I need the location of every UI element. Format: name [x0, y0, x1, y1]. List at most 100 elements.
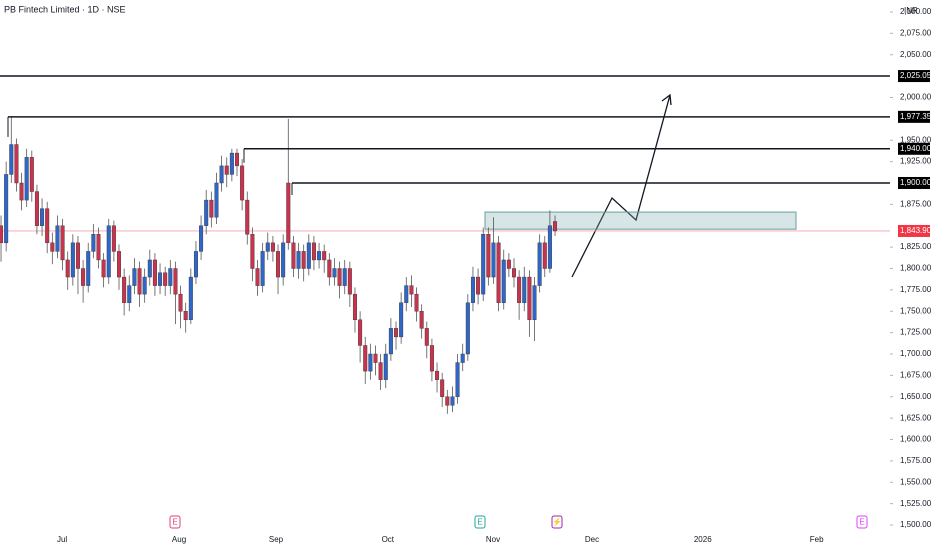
candle-body: [342, 268, 347, 286]
y-tick-label: 1,650.00: [900, 392, 932, 401]
y-tick-label: 1,825.00: [900, 242, 932, 251]
y-tick-label: 1,875.00: [900, 199, 932, 208]
candle-body: [404, 285, 409, 303]
candle-body: [409, 285, 414, 295]
candle-body: [511, 268, 516, 278]
candle-body: [96, 234, 101, 261]
candle-body: [378, 362, 383, 380]
event-label: ⚡: [552, 517, 562, 527]
level-label-bg: [898, 110, 930, 123]
y-tick-label: 1,800.00: [900, 264, 932, 273]
y-tick-label: 1,575.00: [900, 456, 932, 465]
x-tick-label: 2026: [694, 535, 712, 544]
candle-body: [178, 293, 183, 312]
x-tick-label: Nov: [486, 535, 500, 544]
y-tick-label: 2,050.00: [900, 50, 932, 59]
y-tick-label: 1,625.00: [900, 413, 932, 422]
currency-label: INR: [904, 6, 918, 15]
candle-body: [106, 225, 111, 278]
candle-body: [158, 272, 163, 286]
y-tick-label: 2,100.00: [900, 7, 932, 16]
candle-body: [542, 242, 547, 269]
candle-body: [24, 157, 29, 201]
candle-body: [281, 242, 286, 278]
candle-body: [60, 225, 65, 261]
candle-body: [234, 152, 239, 167]
y-tick-label: 1,500.00: [900, 520, 932, 529]
level-label: 1,940.00: [900, 144, 932, 153]
y-tick-label: 1,700.00: [900, 349, 932, 358]
candle-body: [224, 165, 229, 175]
candle-body: [414, 293, 419, 312]
candle-body: [440, 379, 445, 397]
candle-body: [250, 234, 255, 269]
level-label: 2,025.05: [900, 71, 932, 80]
chart-title: PB Fintech Limited · 1D · NSE: [4, 4, 126, 14]
candle-body: [306, 242, 311, 269]
y-tick-label: 1,950.00: [900, 135, 932, 144]
candle-body: [481, 234, 486, 295]
level-label-bg: [898, 142, 930, 155]
candle-body: [383, 353, 388, 380]
candle-body: [91, 234, 96, 252]
candle-body: [70, 242, 75, 278]
candle-body: [352, 293, 357, 321]
candle-body: [317, 251, 322, 261]
supply-zone: [484, 211, 797, 230]
candle-body: [260, 251, 265, 286]
candle-body: [127, 285, 132, 303]
candle-body: [245, 199, 250, 235]
event-label: E: [859, 518, 864, 527]
candle-body: [117, 251, 122, 278]
candle-body: [40, 208, 45, 226]
level-label-bg: [898, 70, 930, 83]
event-icon: [474, 515, 486, 529]
candle-body: [547, 225, 552, 269]
candle-body: [419, 311, 424, 329]
candle-body: [65, 259, 70, 278]
x-tick-label: Dec: [585, 535, 599, 544]
candle-body: [188, 276, 193, 321]
candle-body: [240, 165, 245, 201]
candle-body: [163, 272, 168, 286]
y-tick-label: 1,725.00: [900, 328, 932, 337]
candle-body: [470, 276, 475, 303]
candle-body: [168, 268, 173, 286]
candle-body: [193, 251, 198, 278]
candle-body: [276, 251, 281, 278]
candle-body: [255, 268, 260, 286]
candle-body: [363, 345, 368, 372]
candle-body: [301, 251, 306, 269]
candle-body: [506, 259, 511, 269]
y-tick-label: 1,600.00: [900, 435, 932, 444]
candle-body: [455, 362, 460, 397]
candle-body: [86, 251, 91, 286]
candle-body: [399, 302, 404, 338]
candle-body: [111, 225, 116, 252]
candle-body: [45, 208, 50, 244]
candle-body: [122, 276, 127, 303]
candle-body: [337, 268, 342, 286]
event-icon: [551, 515, 563, 529]
candle-body: [388, 328, 393, 355]
candle-body: [81, 268, 86, 286]
candle-body: [332, 268, 337, 278]
candle-body: [501, 259, 506, 303]
y-tick-label: 2,000.00: [900, 93, 932, 102]
candle-body: [322, 251, 327, 261]
candle-body: [465, 302, 470, 355]
candle-body: [532, 285, 537, 321]
candle-body: [527, 276, 532, 321]
event-label: E: [172, 518, 177, 527]
candle-body: [429, 345, 434, 372]
candle-body: [4, 174, 9, 244]
y-tick-label: 1,675.00: [900, 370, 932, 379]
candle-body: [219, 165, 224, 184]
candle-body: [327, 259, 332, 278]
x-tick-label: Jul: [57, 535, 67, 544]
candle-body: [522, 276, 527, 303]
event-icon: [856, 515, 868, 529]
candle-body: [424, 328, 429, 346]
candle-body: [75, 242, 80, 269]
